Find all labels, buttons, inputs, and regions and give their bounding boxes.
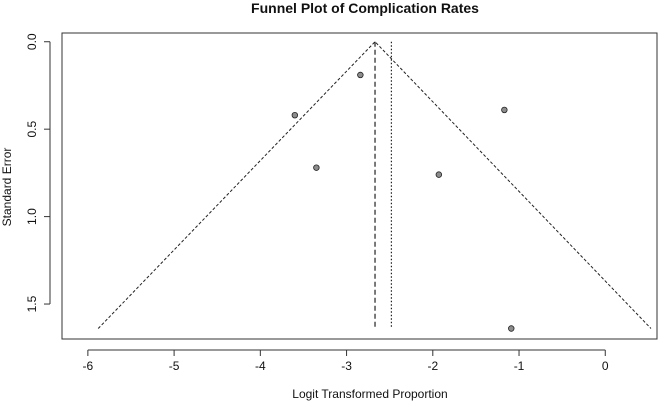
- chart-title: Funnel Plot of Complication Rates: [251, 0, 479, 16]
- x-tick-label: -2: [427, 359, 438, 373]
- x-tick-label: -6: [83, 359, 94, 373]
- x-tick-label: -4: [255, 359, 266, 373]
- data-point-6: [508, 325, 515, 332]
- data-point-3: [501, 106, 508, 114]
- y-tick-label: 1.5: [25, 295, 39, 312]
- y-tick-label: 1.0: [25, 208, 39, 225]
- data-point-2: [291, 111, 299, 119]
- data-point-5: [435, 171, 443, 178]
- y-tick-label: 0.5: [25, 121, 39, 138]
- x-tick-label: 0: [602, 359, 609, 373]
- x-axis-label: Logit Transformed Proportion: [292, 387, 447, 401]
- plot-marks: [97, 41, 652, 332]
- data-point-1: [357, 71, 364, 79]
- y-axis: 0.0 0.5 1.0 1.5: [25, 33, 51, 312]
- funnel-line: [97, 41, 652, 329]
- plot-frame: [61, 32, 658, 340]
- y-tick-label: 0.0: [25, 33, 39, 50]
- x-tick-label: -3: [341, 359, 352, 373]
- x-axis: -6 -5 -4 -3 -2 -1 0: [83, 349, 609, 373]
- data-point-4: [313, 164, 320, 171]
- x-tick-label: -1: [514, 359, 525, 373]
- x-tick-label: -5: [169, 359, 180, 373]
- y-axis-label: Standard Error: [0, 148, 14, 227]
